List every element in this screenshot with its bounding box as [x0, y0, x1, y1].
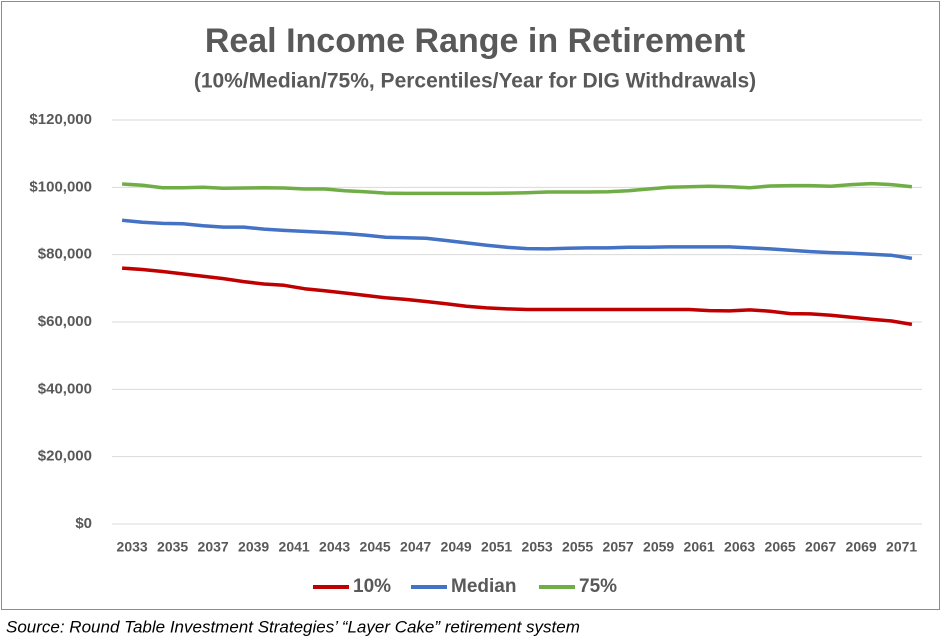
x-tick-label: 2033 [117, 539, 148, 555]
legend-label: 10% [353, 576, 391, 597]
series-line [121, 181, 913, 196]
x-tick-label: 2069 [846, 539, 877, 555]
x-tick-label: 2053 [522, 539, 553, 555]
x-tick-label: 2051 [481, 539, 512, 555]
x-tick-label: 2071 [886, 539, 917, 555]
series-line [121, 266, 913, 327]
x-tick-label: 2059 [643, 539, 674, 555]
source-note: Source: Round Table Investment Strategie… [6, 617, 580, 636]
x-tick-label: 2067 [805, 539, 836, 555]
x-tick-label: 2043 [319, 539, 350, 555]
x-tick-label: 2047 [400, 539, 431, 555]
chart-title: Real Income Range in Retirement [205, 22, 745, 60]
y-tick-label: $0 [75, 515, 92, 532]
x-tick-label: 2065 [765, 539, 796, 555]
x-tick-label: 2063 [724, 539, 755, 555]
x-tick-label: 2045 [360, 539, 391, 555]
y-tick-label: $80,000 [38, 246, 92, 263]
x-tick-label: 2055 [562, 539, 593, 555]
y-tick-label: $20,000 [38, 448, 92, 465]
legend-label: Median [451, 576, 516, 597]
y-tick-label: $120,000 [29, 111, 92, 128]
x-tick-label: 2057 [603, 539, 634, 555]
chart-subtitle: (10%/Median/75%, Percentiles/Year for DI… [194, 70, 756, 93]
y-tick-label: $60,000 [38, 313, 92, 330]
x-tick-label: 2049 [441, 539, 472, 555]
legend-label: 75% [579, 576, 617, 597]
x-tick-label: 2039 [238, 539, 269, 555]
series-line [121, 218, 913, 261]
x-tick-label: 2041 [279, 539, 310, 555]
y-tick-label: $100,000 [29, 178, 92, 195]
x-tick-label: 2035 [157, 539, 188, 555]
y-tick-label: $40,000 [38, 380, 92, 397]
x-tick-label: 2061 [684, 539, 715, 555]
x-tick-label: 2037 [198, 539, 229, 555]
